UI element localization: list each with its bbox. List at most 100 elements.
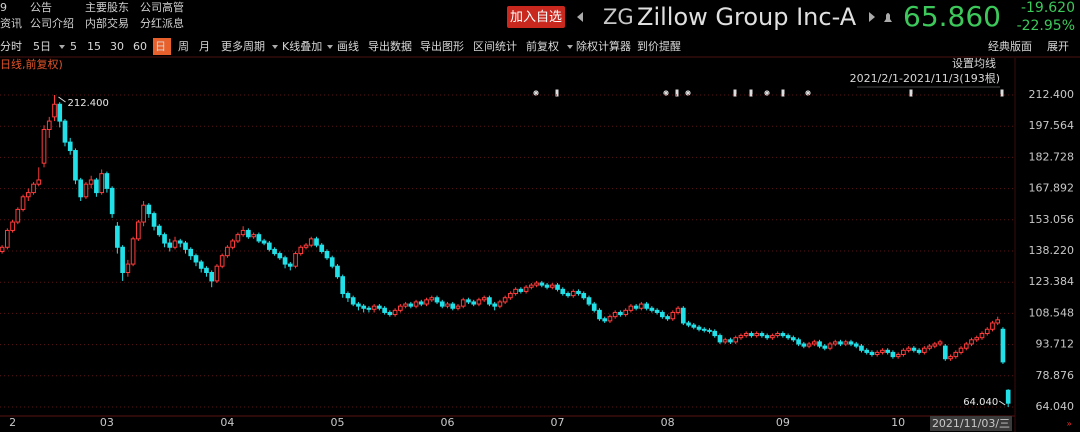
menu-item[interactable]: 资讯	[0, 17, 22, 30]
watch-button[interactable]	[507, 6, 565, 28]
toolbar-item[interactable]: 15	[87, 40, 101, 53]
candle-body	[602, 318, 608, 322]
next-stock[interactable]	[869, 12, 875, 22]
event-bar[interactable]	[909, 89, 913, 97]
event-bar[interactable]	[555, 89, 559, 97]
event-star[interactable]	[533, 90, 539, 96]
candle-body	[717, 335, 723, 343]
dropdown-caret[interactable]	[567, 45, 573, 49]
y-tick-label: 182.728	[1029, 150, 1075, 163]
prev-stock[interactable]	[577, 12, 583, 22]
candle-body	[513, 288, 518, 295]
candle-body	[628, 305, 634, 311]
menu-item[interactable]: 公司介绍	[30, 16, 74, 30]
candle-body	[287, 263, 293, 267]
event-star[interactable]	[663, 90, 669, 96]
candle-body	[109, 187, 115, 215]
candle-body	[518, 288, 524, 292]
toolbar-item[interactable]: 导出数据	[368, 39, 412, 53]
toolbar-item[interactable]: 30	[110, 40, 124, 53]
menu-item[interactable]: 公司高管	[140, 0, 184, 14]
candle-body	[675, 307, 681, 313]
candle-body	[901, 349, 906, 356]
toolbar-item[interactable]: 除权计算器	[576, 39, 631, 53]
toolbar-item[interactable]: 画线	[337, 39, 359, 53]
toolbar-item[interactable]: 区间统计	[473, 40, 517, 53]
candle-body	[183, 242, 188, 250]
toolbar-item[interactable]: 到价提醒	[637, 40, 681, 53]
toolbar-item[interactable]: 更多周期	[221, 39, 265, 53]
event-bar[interactable]	[749, 89, 753, 97]
candle-body	[701, 328, 707, 331]
candle-body	[377, 305, 382, 309]
candle-body	[922, 347, 927, 353]
candle-body	[974, 337, 980, 341]
toolbar-item[interactable]: 5	[70, 40, 77, 53]
annotation-label: 212.400	[67, 98, 108, 109]
menu-item[interactable]: 分红派息	[140, 16, 184, 30]
candle-body	[848, 341, 854, 345]
candle-body	[230, 240, 235, 248]
dropdown-caret[interactable]	[272, 45, 278, 49]
candle-body	[549, 284, 555, 288]
candle-body	[303, 244, 309, 248]
candle-body	[764, 335, 770, 339]
candle-body	[895, 354, 901, 358]
candle-body	[120, 246, 125, 273]
candle-body	[817, 341, 822, 347]
candle-body	[78, 179, 84, 198]
candle-body	[361, 305, 366, 309]
candle-body	[911, 347, 917, 351]
toolbar-right-item[interactable]: 经典版面	[988, 39, 1032, 53]
candle-body	[240, 229, 246, 236]
toolbar-right-item[interactable]: 展开	[1047, 40, 1069, 53]
toolbar-item[interactable]: 导出图形	[420, 39, 464, 53]
candle-body	[534, 282, 539, 286]
event-bar[interactable]	[733, 89, 737, 97]
candle-body	[801, 343, 807, 347]
candle-body	[565, 293, 571, 297]
toolbar-item[interactable]: 前复权	[526, 39, 559, 53]
candle-body	[749, 332, 754, 337]
y-tick-label: 64.040	[1036, 400, 1075, 413]
change-pct: -22.95%	[1017, 18, 1075, 34]
dropdown-caret[interactable]	[327, 45, 333, 49]
toolbar-item[interactable]: 分时	[0, 40, 22, 53]
event-bar[interactable]	[1000, 89, 1004, 97]
candle-body	[20, 196, 26, 210]
annotation-label: 64.040	[963, 397, 998, 408]
event-star[interactable]	[685, 90, 691, 96]
ma-button[interactable]: 设置均线	[952, 56, 996, 70]
candle-body	[225, 246, 230, 257]
toolbar-item[interactable]: 月	[199, 40, 210, 53]
toolbar-item[interactable]: 日	[155, 40, 166, 53]
event-star[interactable]	[805, 90, 811, 96]
candle-body	[953, 351, 959, 358]
candle-body	[969, 339, 974, 345]
symbol: ZG	[603, 5, 634, 29]
candle-body	[125, 263, 131, 273]
toolbar-item[interactable]: K线叠加	[282, 39, 322, 53]
candle-body	[827, 343, 833, 349]
candle-body	[680, 307, 686, 324]
y-tick-label: 167.892	[1029, 182, 1075, 195]
watch-button-label[interactable]: 加入自选	[510, 10, 562, 25]
candle-body	[350, 297, 356, 305]
event-star[interactable]	[764, 90, 770, 96]
menu-item[interactable]: 公告	[30, 1, 52, 14]
dropdown-caret[interactable]	[59, 45, 65, 49]
candle-body	[41, 129, 47, 164]
toolbar-item[interactable]: 周	[178, 40, 189, 53]
menu-item[interactable]: 内部交易	[85, 16, 129, 30]
candle-body	[418, 301, 424, 305]
candle-body	[832, 341, 838, 345]
event-bar[interactable]	[675, 89, 679, 97]
x-tick-label: 03	[100, 416, 114, 429]
toolbar-item[interactable]: 5日	[33, 40, 51, 53]
menu-item[interactable]: 9	[0, 1, 7, 14]
candle-body	[696, 326, 702, 330]
menu-item[interactable]: 主要股东	[85, 1, 129, 14]
alert-icon[interactable]	[884, 13, 892, 22]
event-bar[interactable]	[781, 89, 785, 97]
toolbar-item[interactable]: 60	[133, 40, 147, 53]
